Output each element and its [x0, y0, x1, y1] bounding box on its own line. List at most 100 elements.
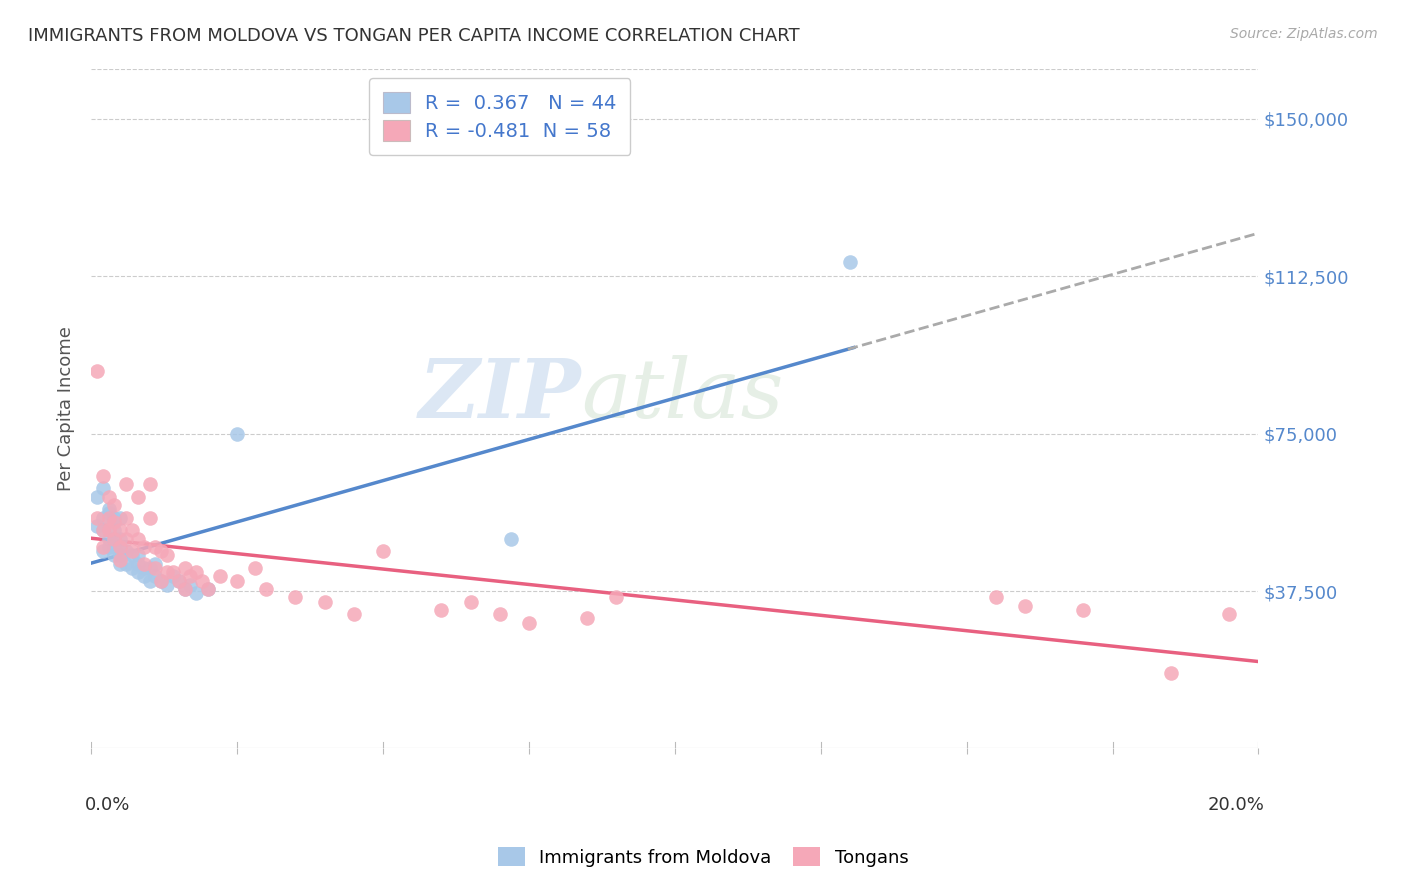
Point: [150, 574, 173, 588]
Point: [103, 498, 125, 512]
Text: 0.0%: 0.0%: [86, 796, 131, 814]
Point: [284, 591, 307, 605]
Point: [103, 549, 125, 563]
Point: [132, 540, 155, 554]
Point: [191, 574, 214, 588]
Point: [103, 515, 125, 529]
Point: [173, 582, 195, 596]
Point: [517, 615, 540, 630]
Point: [132, 557, 155, 571]
Point: [110, 523, 132, 537]
Point: [110, 540, 132, 554]
Point: [115, 557, 138, 571]
Point: [127, 532, 149, 546]
Point: [110, 510, 132, 524]
Point: [97, 510, 120, 524]
Point: [138, 510, 160, 524]
Point: [115, 532, 138, 546]
Point: [243, 561, 266, 575]
Point: [91, 481, 114, 495]
Point: [127, 557, 149, 571]
Point: [110, 532, 132, 546]
Point: [501, 532, 523, 546]
Point: [254, 582, 277, 596]
Point: [162, 569, 184, 583]
Text: IMMIGRANTS FROM MOLDOVA VS TONGAN PER CAPITA INCOME CORRELATION CHART: IMMIGRANTS FROM MOLDOVA VS TONGAN PER CA…: [28, 27, 800, 45]
Point: [167, 574, 190, 588]
Point: [156, 578, 179, 592]
Point: [97, 532, 120, 546]
Point: [138, 574, 160, 588]
Point: [1160, 665, 1182, 680]
Point: [1073, 603, 1095, 617]
Point: [97, 490, 120, 504]
Point: [127, 490, 149, 504]
Point: [97, 507, 120, 521]
Point: [91, 510, 114, 524]
Point: [91, 540, 114, 554]
Point: [115, 477, 138, 491]
Point: [91, 468, 114, 483]
Point: [156, 565, 179, 579]
Point: [226, 574, 249, 588]
Text: 20.0%: 20.0%: [1208, 796, 1264, 814]
Point: [127, 549, 149, 563]
Point: [143, 540, 166, 554]
Point: [1014, 599, 1036, 613]
Point: [197, 582, 219, 596]
Legend: R =  0.367   N = 44, R = -0.481  N = 58: R = 0.367 N = 44, R = -0.481 N = 58: [368, 78, 630, 154]
Point: [103, 523, 125, 537]
Point: [103, 540, 125, 554]
Point: [91, 523, 114, 537]
Point: [186, 586, 208, 600]
Point: [371, 544, 394, 558]
Point: [91, 544, 114, 558]
Point: [143, 561, 166, 575]
Point: [314, 594, 336, 608]
Point: [91, 523, 114, 537]
Point: [179, 578, 201, 592]
Point: [121, 561, 143, 575]
Point: [156, 549, 179, 563]
Point: [605, 591, 627, 605]
Point: [86, 490, 108, 504]
Point: [150, 544, 173, 558]
Point: [838, 254, 860, 268]
Point: [132, 569, 155, 583]
Point: [97, 540, 120, 554]
Point: [576, 611, 599, 625]
Point: [488, 607, 510, 622]
Point: [138, 561, 160, 575]
Point: [86, 364, 108, 378]
Point: [115, 510, 138, 524]
Point: [127, 565, 149, 579]
Point: [162, 565, 184, 579]
Point: [208, 569, 231, 583]
Point: [103, 510, 125, 524]
Point: [430, 603, 453, 617]
Point: [97, 523, 120, 537]
Point: [343, 607, 366, 622]
Point: [86, 519, 108, 533]
Point: [97, 502, 120, 516]
Point: [121, 523, 143, 537]
Point: [173, 561, 195, 575]
Text: Source: ZipAtlas.com: Source: ZipAtlas.com: [1230, 27, 1378, 41]
Point: [143, 557, 166, 571]
Point: [103, 532, 125, 546]
Text: ZIP: ZIP: [419, 355, 582, 435]
Point: [138, 477, 160, 491]
Y-axis label: Per Capita Income: Per Capita Income: [58, 326, 75, 491]
Point: [86, 510, 108, 524]
Point: [186, 565, 208, 579]
Point: [132, 561, 155, 575]
Text: atlas: atlas: [582, 355, 783, 435]
Point: [110, 540, 132, 554]
Point: [1218, 607, 1240, 622]
Point: [173, 582, 195, 596]
Point: [984, 591, 1007, 605]
Point: [179, 569, 201, 583]
Point: [167, 574, 190, 588]
Legend: Immigrants from Moldova, Tongans: Immigrants from Moldova, Tongans: [491, 840, 915, 874]
Point: [110, 549, 132, 563]
